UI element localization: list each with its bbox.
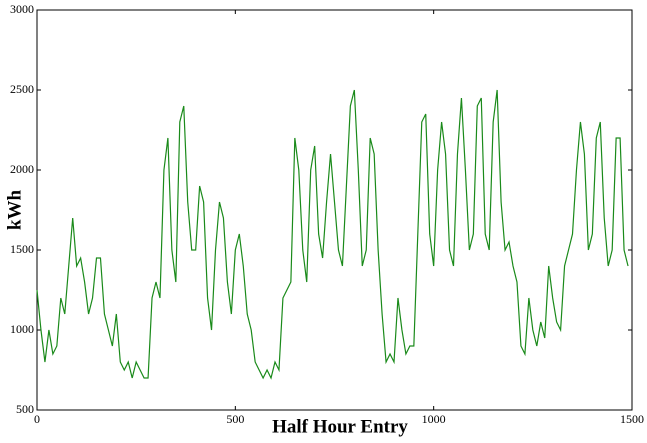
x-tick-label: 1000 [422, 412, 446, 426]
y-tick-label: 3000 [10, 2, 34, 16]
y-tick-label: 2500 [10, 82, 34, 96]
y-tick-label: 2000 [10, 162, 34, 176]
y-tick-label: 1000 [10, 322, 34, 336]
y-tick-label: 1500 [10, 242, 34, 256]
x-tick-label: 500 [226, 412, 244, 426]
plot-frame [36, 9, 633, 411]
x-tick-label: 0 [34, 412, 40, 426]
x-tick-label: 1500 [620, 412, 644, 426]
data-line [36, 89, 629, 380]
x-axis-label: Half Hour Entry [272, 416, 408, 437]
y-axis-label: kWh [4, 190, 25, 231]
y-tick-label: 500 [16, 402, 34, 416]
